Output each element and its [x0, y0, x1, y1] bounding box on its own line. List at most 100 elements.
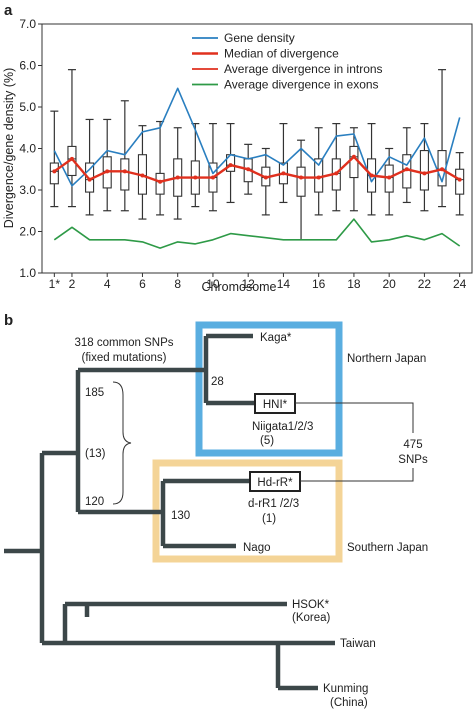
median-point-12	[246, 167, 251, 172]
x-tick-label-9: 18	[347, 277, 361, 291]
legend-label-0: Gene density	[224, 31, 295, 45]
median-point-20	[387, 175, 392, 180]
median-point-18	[351, 154, 356, 159]
common-snps-label-line2: (fixed mutations)	[81, 352, 166, 364]
box-chromosome-1	[49, 110, 59, 208]
box-chromosome-8	[173, 127, 183, 220]
box-chromosome-4	[102, 118, 112, 212]
snp-bracket-top	[295, 402, 414, 433]
common-snps-label-line1: 318 common SNPs	[74, 337, 173, 349]
node-185-label: 185	[85, 387, 104, 399]
box-chromosome-23	[437, 69, 447, 208]
leaf-kunming-region: (China)	[330, 697, 368, 709]
median-point-19	[369, 173, 374, 178]
y-tick-label-1: 2.0	[19, 225, 36, 239]
x-axis-title: Chromosome	[201, 280, 276, 294]
panel-a-letter: a	[4, 2, 13, 19]
box-iqr	[296, 166, 306, 197]
southern-japan-label: Southern Japan	[347, 542, 428, 554]
node-13-label: (13)	[85, 448, 106, 460]
northern-japan-label: Northern Japan	[347, 353, 426, 365]
y-tick-label-3: 4.0	[19, 142, 36, 156]
common-snp-brace	[112, 381, 132, 505]
leaf-taiwan: Taiwan	[340, 638, 376, 650]
box-iqr	[155, 172, 165, 195]
median-point-22	[422, 171, 427, 176]
median-point-17	[334, 171, 339, 176]
box-chromosome-24	[455, 152, 465, 216]
box-chromosome-5	[120, 100, 130, 212]
y-axis-title: Divergence/gene density (%)	[2, 68, 16, 229]
median-point-24	[457, 177, 462, 182]
median-point-4	[105, 169, 110, 174]
x-tick-label-12: 24	[453, 277, 467, 291]
y-tick-label-5: 6.0	[19, 59, 36, 73]
box-iqr	[419, 150, 429, 191]
median-point-2	[69, 156, 74, 161]
y-axis: 1.0 2.0 3.0 4.0 5.0 6.0 7.0	[19, 17, 42, 280]
series-lines	[52, 87, 462, 249]
x-axis: 1* 2 4 6 8 10 12 14 16 18 20 22 24	[49, 273, 467, 291]
leaf-hsok: HSOK*	[292, 599, 330, 611]
median-point-23	[440, 167, 445, 172]
x-tick-label-6: 12	[242, 277, 256, 291]
median-point-15	[299, 175, 304, 180]
box-iqr	[120, 158, 130, 191]
leaf-drr: d-rR1 /2/3	[248, 498, 299, 510]
median-point-14	[281, 171, 286, 176]
tree-branches	[4, 333, 335, 691]
leaf-drr-count: (1)	[262, 513, 276, 525]
legend-label-2: Average divergence in introns	[224, 62, 383, 76]
box-chromosome-11	[226, 122, 236, 204]
x-tick-label-8: 16	[312, 277, 326, 291]
box-chromosome-7	[155, 120, 165, 216]
median-point-6	[140, 173, 145, 178]
box-chromosome-13	[261, 147, 271, 216]
median-point-7	[158, 179, 163, 184]
median-point-10	[210, 175, 215, 180]
series-line-0	[53, 87, 461, 187]
snp-count-label-unit: SNPs	[398, 454, 428, 466]
box-chromosome-16	[314, 127, 324, 216]
median-point-21	[404, 167, 409, 172]
x-tick-label-1: 2	[69, 277, 76, 291]
legend-label-3: Average divergence in exons	[224, 78, 379, 92]
node-28-label: 28	[211, 376, 224, 388]
snp-bracket-bottom	[300, 468, 414, 482]
y-tick-label-6: 7.0	[19, 17, 36, 31]
box-iqr	[49, 162, 59, 185]
x-tick-label-2: 4	[104, 277, 111, 291]
median-point-3	[87, 177, 92, 182]
node-130-label: 130	[171, 510, 190, 522]
x-tick-label-11: 22	[418, 277, 432, 291]
leaf-hdrr: Hd-rR*	[257, 477, 293, 489]
series-line-1	[53, 155, 461, 183]
box-chromosome-19	[366, 122, 377, 216]
median-point-8	[175, 175, 180, 180]
x-tick-label-7: 14	[277, 277, 291, 291]
x-tick-label-0: 1*	[49, 277, 61, 291]
leaf-hsok-region: (Korea)	[292, 612, 331, 624]
box-chromosome-15	[296, 139, 306, 241]
median-point-13	[263, 175, 268, 180]
box-iqr	[349, 145, 359, 179]
y-tick-label-4: 5.0	[19, 100, 36, 114]
phylogenetic-tree: 318 common SNPs (fixed mutations) 185 (1…	[4, 321, 428, 709]
leaf-niigata: Niigata1/2/3	[252, 421, 313, 433]
divergence-chart: 1.02.03.04.05.06.07.0 1* 2 4 6 8 10 12 14 16 18 20…	[2, 17, 473, 294]
leaf-kunming: Kunming	[323, 683, 368, 695]
snp-count-label-number: 475	[403, 439, 422, 451]
panel-b-letter: b	[4, 312, 13, 329]
box-chromosome-6	[137, 125, 148, 220]
x-tick-label-3: 6	[139, 277, 146, 291]
box-plots	[49, 69, 465, 241]
y-tick-label-0: 1.0	[19, 266, 36, 280]
northern-japan-box	[195, 321, 343, 457]
median-point-9	[193, 175, 198, 180]
box-chromosome-22	[419, 122, 429, 212]
leaf-nago: Nago	[243, 542, 271, 554]
x-tick-label-5: 10	[206, 277, 220, 291]
median-point-11	[228, 163, 233, 168]
